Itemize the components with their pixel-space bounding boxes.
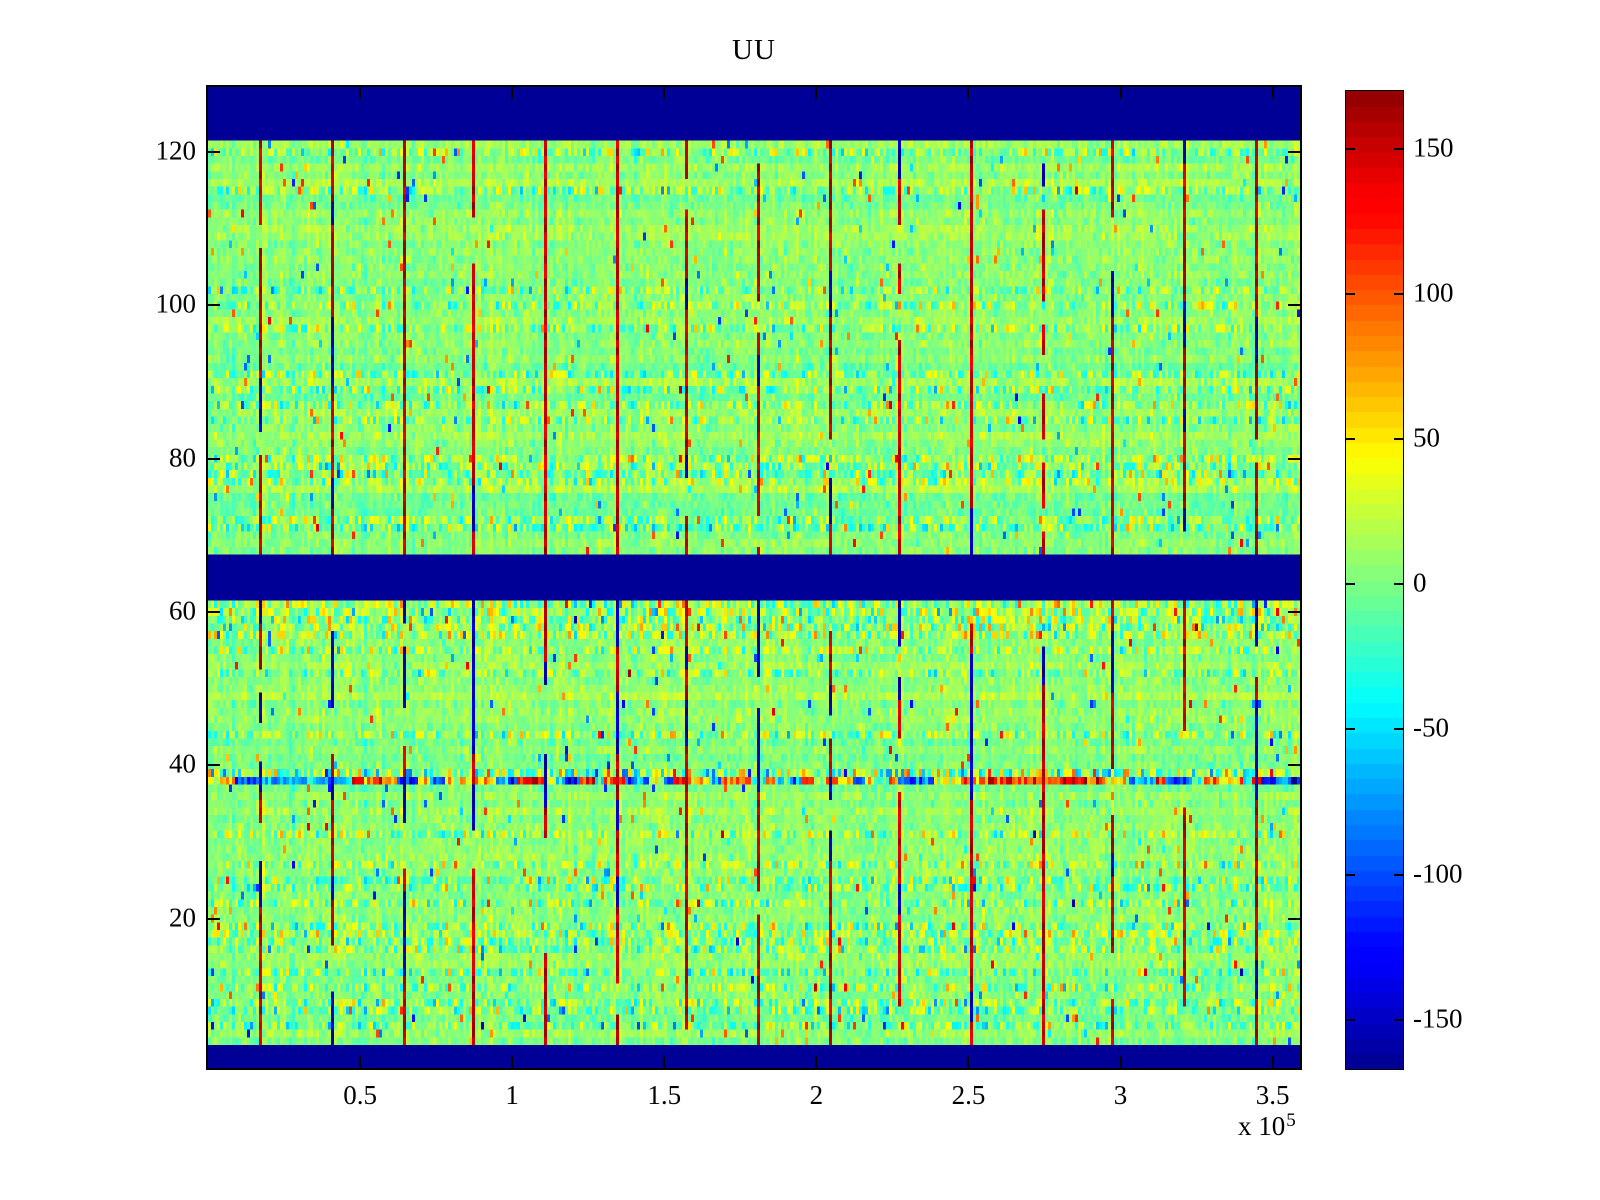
plot-axes bbox=[206, 85, 1302, 1070]
plot-title: UU bbox=[732, 34, 776, 66]
x-tick-label: 3.5 bbox=[1255, 1080, 1290, 1110]
y-tick-label: 20 bbox=[169, 901, 196, 932]
x-tick-top bbox=[511, 87, 514, 99]
y-tick-left bbox=[208, 764, 220, 767]
y-tick-right bbox=[1288, 764, 1300, 767]
y-tick-label: 120 bbox=[155, 135, 197, 166]
x-tick-top bbox=[1119, 87, 1122, 99]
x-tick-top bbox=[663, 87, 666, 99]
x-tick-bottom bbox=[663, 1056, 666, 1068]
y-tick-right bbox=[1288, 304, 1300, 307]
colorbar-tick-right bbox=[1394, 728, 1403, 731]
colorbar-tick-right bbox=[1394, 438, 1403, 441]
x-tick-bottom bbox=[967, 1056, 970, 1068]
colorbar bbox=[1345, 90, 1404, 1070]
colorbar-tick-left bbox=[1346, 293, 1355, 296]
x-tick-label: 1 bbox=[505, 1080, 519, 1110]
y-tick-right bbox=[1288, 457, 1300, 460]
x-tick-label: 3 bbox=[1113, 1080, 1128, 1110]
colorbar-tick-label: 0 bbox=[1413, 567, 1427, 598]
colorbar-tick-label: 50 bbox=[1413, 422, 1440, 453]
colorbar-tick-left bbox=[1346, 148, 1355, 151]
y-tick-right bbox=[1288, 151, 1300, 154]
y-tick-right bbox=[1288, 917, 1300, 920]
colorbar-tick-right bbox=[1394, 873, 1403, 876]
colorbar-tick-left bbox=[1346, 728, 1355, 731]
y-tick-left bbox=[208, 610, 220, 613]
x-tick-bottom bbox=[1271, 1056, 1274, 1068]
colorbar-tick-left bbox=[1346, 873, 1355, 876]
x-tick-top bbox=[359, 87, 362, 99]
x-tick-label: 2.5 bbox=[951, 1080, 986, 1110]
y-tick-label: 80 bbox=[169, 441, 196, 472]
x-tick-bottom bbox=[815, 1056, 818, 1068]
x-tick-bottom bbox=[359, 1056, 362, 1068]
colorbar-tick-right bbox=[1394, 583, 1403, 586]
colorbar-tick-left bbox=[1346, 438, 1355, 441]
y-tick-left bbox=[208, 304, 220, 307]
x-tick-label: 0.5 bbox=[343, 1080, 377, 1110]
x-tick-bottom bbox=[511, 1056, 514, 1068]
x-tick-top bbox=[1271, 87, 1274, 99]
x-tick-top bbox=[967, 87, 970, 99]
colorbar-tick-label: -150 bbox=[1413, 1002, 1463, 1033]
y-tick-right bbox=[1288, 610, 1300, 613]
x-tick-bottom bbox=[1119, 1056, 1122, 1068]
exponent-sup: 5 bbox=[1286, 1110, 1296, 1131]
heatmap-image bbox=[208, 87, 1300, 1068]
colorbar-tick-label: -100 bbox=[1413, 857, 1463, 888]
y-tick-left bbox=[208, 457, 220, 460]
y-tick-left bbox=[208, 917, 220, 920]
colorbar-tick-label: 100 bbox=[1413, 277, 1454, 308]
colorbar-tick-right bbox=[1394, 148, 1403, 151]
x-tick-label: 2 bbox=[809, 1080, 824, 1110]
colorbar-tick-left bbox=[1346, 1018, 1355, 1021]
x-tick-top bbox=[815, 87, 818, 99]
x-axis-exponent-label: x 105 bbox=[1238, 1110, 1296, 1142]
y-tick-label: 100 bbox=[155, 288, 197, 319]
y-tick-left bbox=[208, 151, 220, 154]
colorbar-gradient bbox=[1346, 91, 1403, 1069]
colorbar-tick-label: 150 bbox=[1413, 132, 1454, 163]
colorbar-tick-label: -50 bbox=[1413, 712, 1449, 743]
colorbar-tick-left bbox=[1346, 583, 1355, 586]
y-tick-label: 60 bbox=[169, 595, 196, 626]
x-tick-label: 1.5 bbox=[647, 1080, 682, 1110]
colorbar-tick-right bbox=[1394, 293, 1403, 296]
colorbar-tick-right bbox=[1394, 1018, 1403, 1021]
exponent-base: x 10 bbox=[1238, 1111, 1286, 1141]
y-tick-label: 40 bbox=[169, 748, 196, 779]
